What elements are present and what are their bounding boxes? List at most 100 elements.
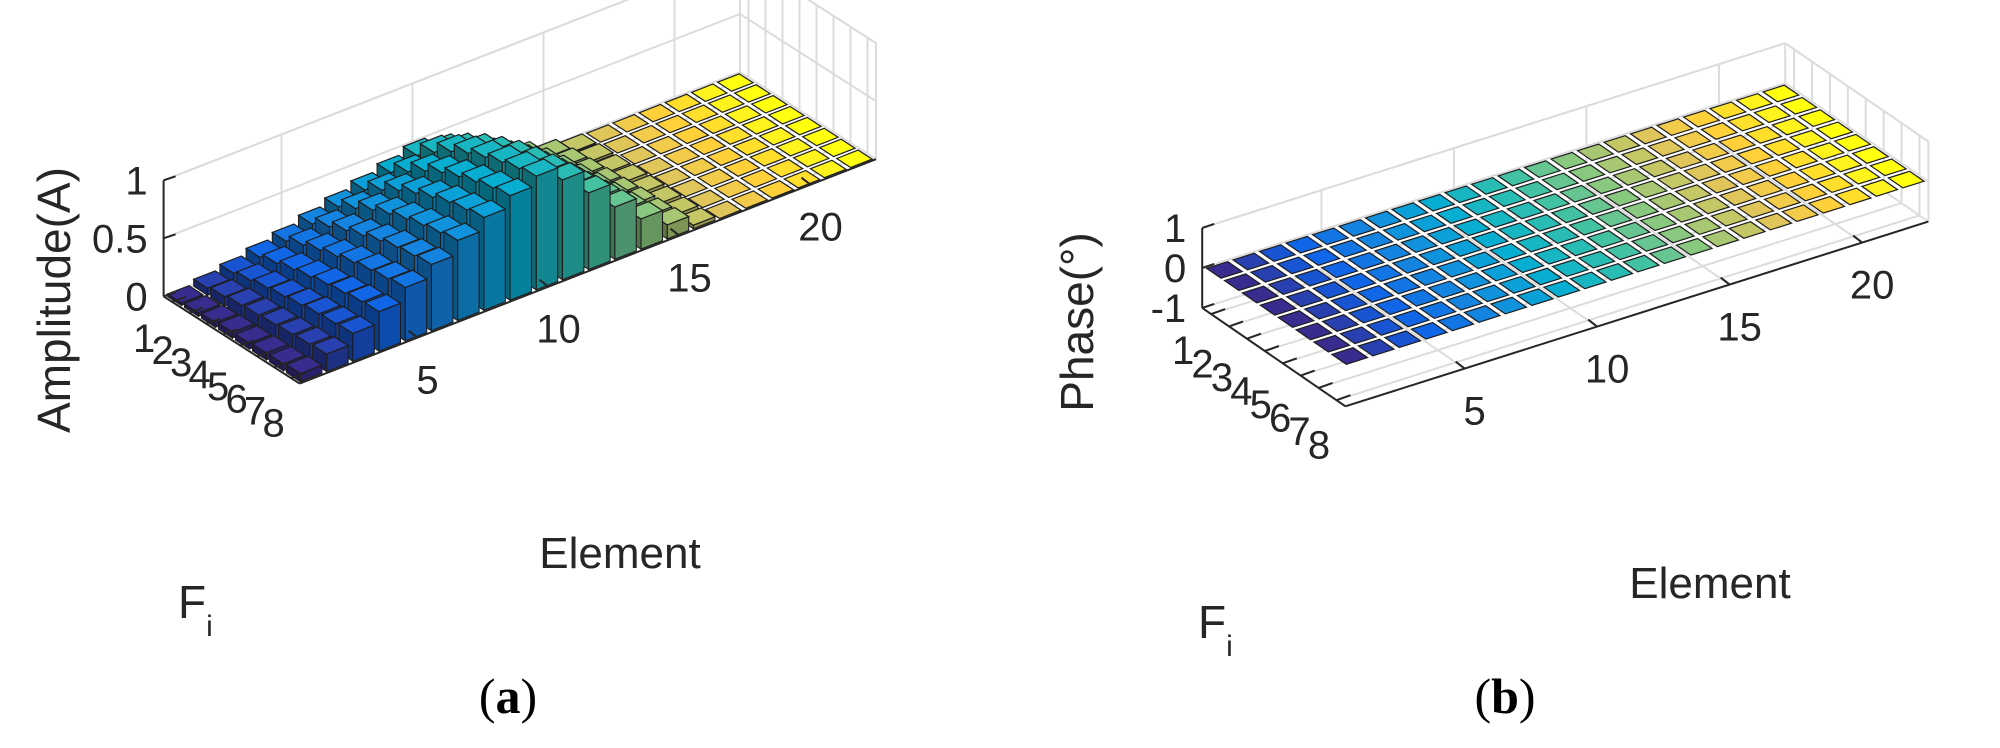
chart-b-bar <box>1807 195 1846 214</box>
chart-a-bar-top <box>355 252 395 271</box>
chart-b-bar <box>1576 197 1616 215</box>
chart-a-bar-top <box>320 305 359 325</box>
chart-b-bar <box>1629 126 1668 145</box>
chart-a-bar-top <box>704 200 743 220</box>
chart-b-bar <box>1321 314 1360 332</box>
chart-b-wall-edge <box>1784 42 1929 143</box>
chart-b-bar-top <box>1586 230 1625 248</box>
chart-b-bar <box>1542 279 1581 298</box>
chart-b-bar <box>1771 171 1811 190</box>
chart-b-bar <box>1515 234 1554 253</box>
chart-b-bar <box>1410 321 1449 340</box>
chart-a-bar-top <box>311 336 350 355</box>
chart-b-bar <box>1470 176 1509 195</box>
chart-b-bar <box>1816 175 1855 194</box>
chart-b-bar <box>1833 133 1872 152</box>
chart-a-bar-top <box>226 287 265 307</box>
chart-b-bar-top <box>1445 292 1484 311</box>
chart-b-bar-top <box>1294 268 1333 287</box>
chart-a-bar-top <box>329 275 368 294</box>
chart-b-bar-top <box>1347 251 1386 270</box>
chart-b-bar-top <box>1736 200 1775 219</box>
chart-b-bar-top <box>1771 117 1810 136</box>
chart-a-bar-top <box>722 158 761 177</box>
chart-a-fi-tick <box>171 295 187 303</box>
chart-b-bar-top <box>1488 242 1528 261</box>
chart-b-bar <box>1612 221 1652 240</box>
chart-a-bar-top <box>680 104 720 124</box>
chart-b-bar <box>1408 214 1447 233</box>
chart-b-bar-top <box>1576 143 1615 162</box>
chart-a-bar-top <box>399 237 438 257</box>
chart-b-bar-top <box>1453 218 1492 237</box>
chart-a-bar-top <box>382 229 421 249</box>
chart-b-bar-top <box>1612 221 1652 240</box>
chart-b-bar <box>1506 255 1546 274</box>
chart-b-bar <box>1753 158 1793 177</box>
chart-b-bar-top <box>1400 235 1439 254</box>
chart-a-bar-top <box>688 136 727 156</box>
chart-b-gridline <box>1585 185 1731 286</box>
chart-b-fi-tick-label: 6 <box>1269 397 1291 441</box>
chart-b-bar <box>1594 155 1633 174</box>
chart-b-bar <box>1621 200 1660 219</box>
chart-b-bar <box>1427 280 1466 299</box>
chart-b-bar <box>1744 125 1783 144</box>
chart-a-bar-top <box>784 116 823 136</box>
chart-b-bar <box>1516 288 1555 307</box>
chart-b-bar-top <box>1762 138 1801 157</box>
chart-a-fi-tick-label: 7 <box>244 389 266 433</box>
chart-b-fi-tick <box>1246 332 1262 340</box>
chart-b-bar <box>1312 334 1351 353</box>
chart-b-bar-top <box>1753 105 1792 124</box>
chart-b-bar-top <box>1569 271 1608 290</box>
chart-b-bar-top <box>1824 154 1864 173</box>
chart-a-fi-tick <box>256 350 272 358</box>
chart-a-ztick-label: 0 <box>125 275 147 319</box>
chart-b-bar-top <box>1284 235 1324 254</box>
chart-b-bar-top <box>1382 222 1421 241</box>
chart-b-bar <box>1602 134 1642 153</box>
chart-a-bar <box>714 126 754 145</box>
chart-b-bar-top <box>1258 244 1297 263</box>
chart-b-bar <box>1276 310 1316 329</box>
chart-a-bar-top <box>251 334 290 354</box>
chart-a-bar-top <box>269 278 308 298</box>
chart-a-bar-top <box>346 283 385 303</box>
chart-b-bar-top <box>1728 221 1767 239</box>
chart-b-bar <box>1559 238 1599 257</box>
chart-b-bar-top <box>1549 151 1589 170</box>
chart-b-bar-top <box>1594 155 1633 174</box>
chart-a-bar-top <box>767 105 806 125</box>
chart-b-ztick-label: -1 <box>1151 287 1187 331</box>
chart-b-bars <box>1205 84 1926 365</box>
chart-a-bar <box>716 73 755 92</box>
chart-a-bar-top <box>663 93 703 113</box>
chart-b-bar <box>1400 235 1439 254</box>
chart-a-bar-top <box>696 168 735 188</box>
chart-b-bar <box>1462 251 1501 270</box>
chart-a-bar <box>311 336 350 373</box>
chart-b-bar-top <box>1470 176 1509 195</box>
chart-b-bar <box>1718 188 1758 206</box>
chart-b-bar <box>1549 151 1589 170</box>
chart-b-bar <box>1365 317 1404 336</box>
chart-b-bar-top <box>1781 204 1820 223</box>
chart-b-bar-top <box>1551 259 1590 278</box>
chart-b-bar-top <box>1374 297 1413 316</box>
chart-b-bar-top <box>1568 217 1607 236</box>
chart-a-bar-top <box>801 127 840 147</box>
chart-a-bar-front <box>535 166 559 291</box>
chart-b-bar <box>1568 217 1607 236</box>
chart-b-bar-top <box>1577 250 1616 269</box>
chart-b-bar <box>1700 122 1739 140</box>
chart-b-caption: (b) <box>1474 668 1535 724</box>
chart-b-bar-top <box>1390 202 1430 221</box>
chart-b-bar <box>1303 301 1342 320</box>
chart-a-bar-top <box>758 126 797 146</box>
chart-b-bar-top <box>1515 234 1554 253</box>
chart-b-bar <box>1330 347 1369 365</box>
chart-a-element-tick <box>538 278 550 288</box>
chart-b-xlabel: Element <box>1629 559 1790 608</box>
chart-a-bar-top <box>653 167 692 187</box>
